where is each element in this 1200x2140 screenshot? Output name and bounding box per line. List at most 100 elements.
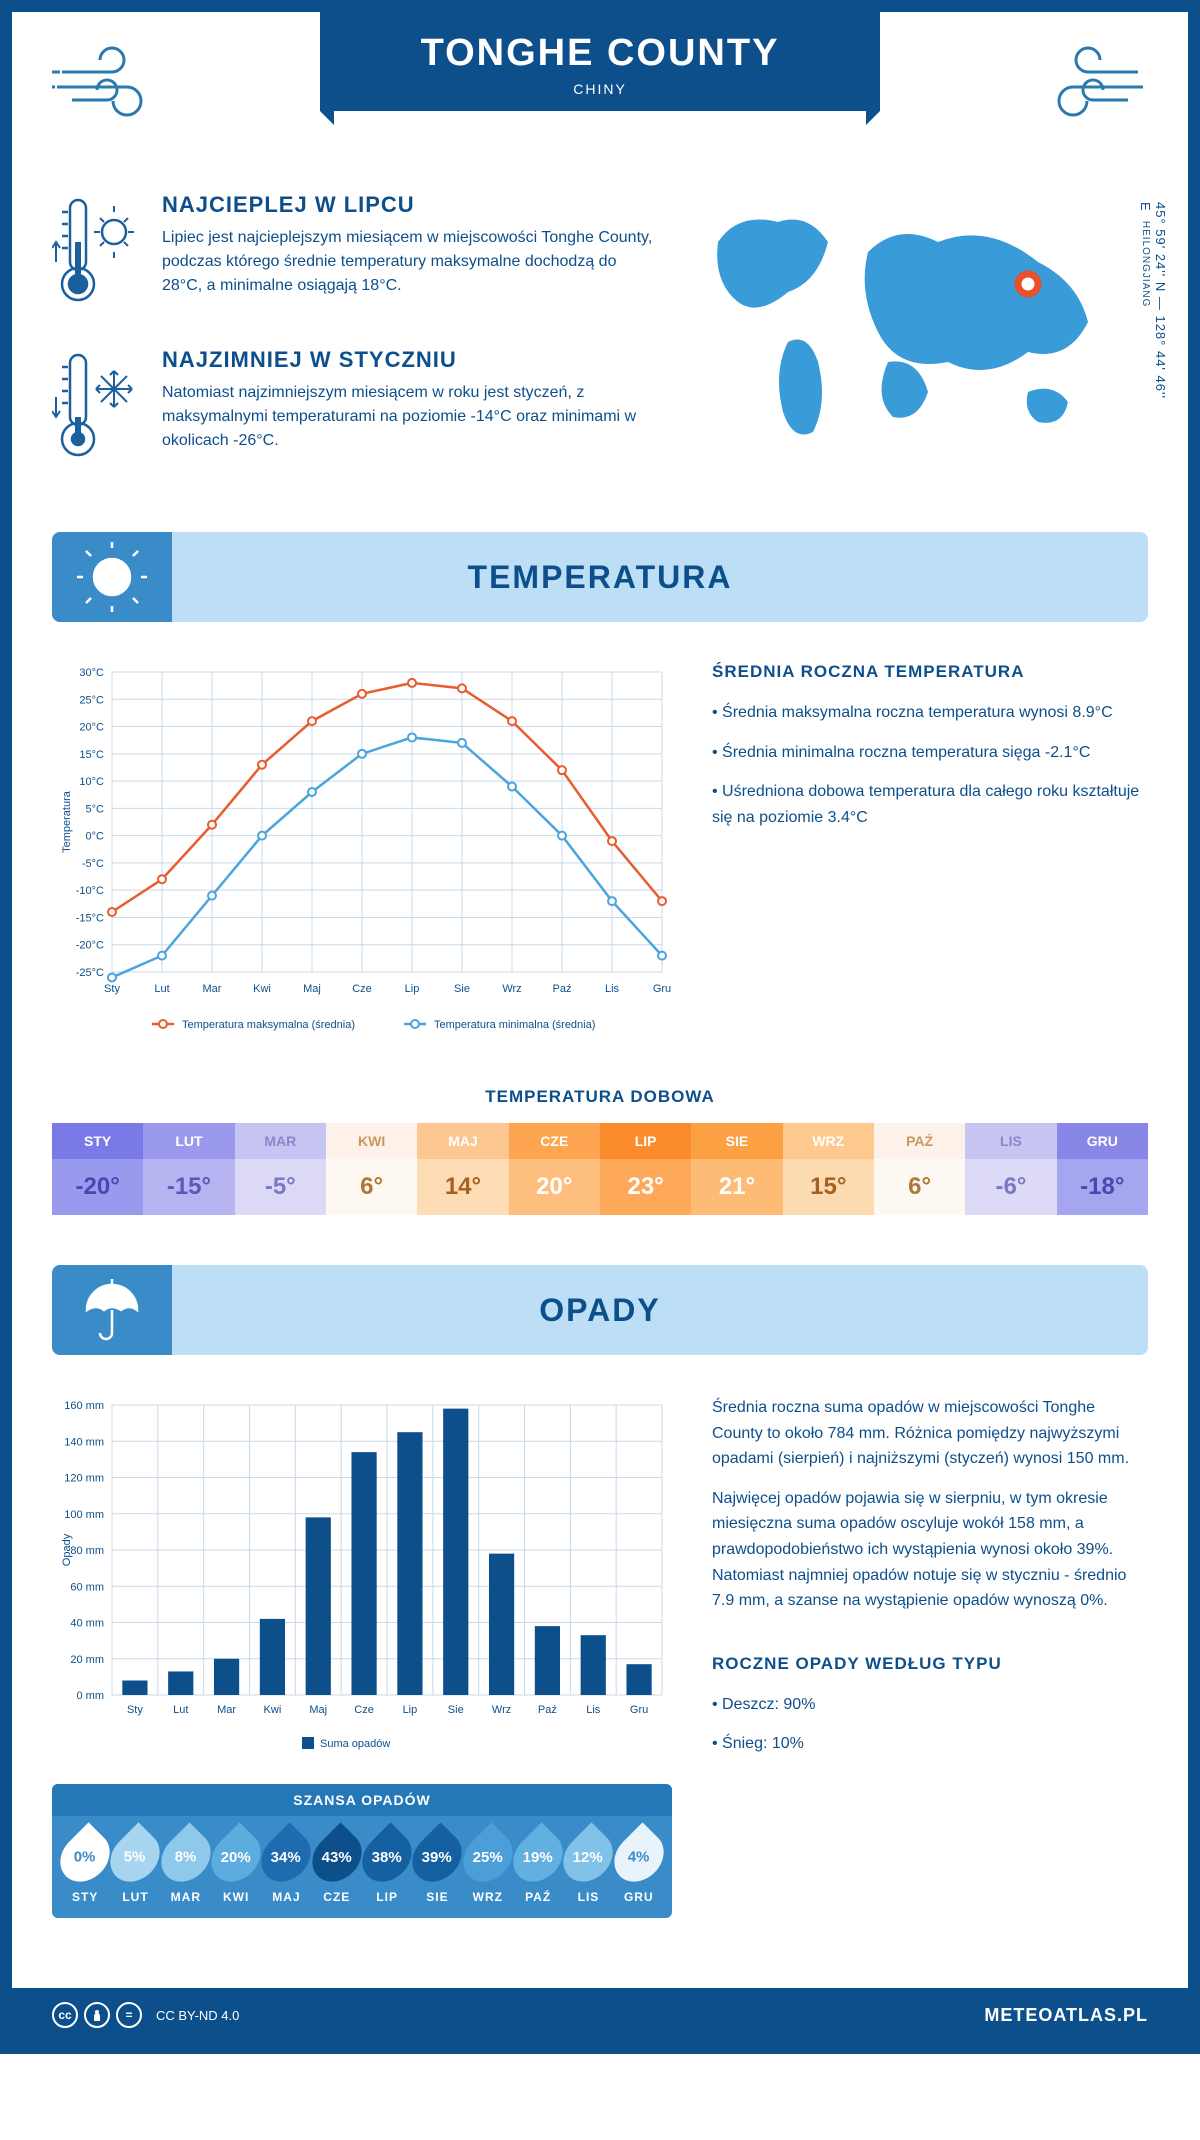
- month-cell: PAŹ 6°: [874, 1123, 965, 1215]
- daily-temp-heading: TEMPERATURA DOBOWA: [52, 1087, 1148, 1107]
- rain-drop: 20%KWI: [211, 1830, 261, 1904]
- svg-text:Gru: Gru: [630, 1704, 648, 1716]
- svg-text:Lip: Lip: [403, 1704, 418, 1716]
- warmest-block: NAJCIEPLEJ W LIPCU Lipiec jest najcieple…: [52, 192, 658, 317]
- svg-text:-5°C: -5°C: [82, 858, 104, 870]
- wind-icon-left: [52, 42, 172, 127]
- svg-text:Cze: Cze: [352, 983, 372, 995]
- svg-text:15°C: 15°C: [79, 749, 104, 761]
- temperature-banner: TEMPERATURA: [52, 532, 1148, 622]
- month-cell: GRU -18°: [1057, 1123, 1148, 1215]
- precipitation-heading: OPADY: [52, 1292, 1148, 1329]
- rain-drop: 0%STY: [60, 1830, 110, 1904]
- warmest-text: Lipiec jest najcieplejszym miesiącem w m…: [162, 226, 658, 298]
- svg-text:80 mm: 80 mm: [70, 1545, 104, 1557]
- svg-text:120 mm: 120 mm: [64, 1473, 104, 1485]
- thermometer-snow-icon: [52, 347, 142, 472]
- rain-chance-heading: SZANSA OPADÓW: [52, 1784, 672, 1816]
- svg-text:Temperatura maksymalna (średni: Temperatura maksymalna (średnia): [182, 1019, 355, 1031]
- svg-text:Gru: Gru: [653, 983, 671, 995]
- precip-type-bullet: • Śnieg: 10%: [712, 1731, 1148, 1757]
- intro-section: NAJCIEPLEJ W LIPCU Lipiec jest najcieple…: [52, 192, 1148, 502]
- svg-text:100 mm: 100 mm: [64, 1509, 104, 1521]
- svg-text:-25°C: -25°C: [76, 967, 104, 979]
- svg-text:Lis: Lis: [605, 983, 620, 995]
- cc-icon: cc: [52, 2002, 78, 2028]
- svg-text:Paź: Paź: [553, 983, 572, 995]
- map-block: 45° 59' 24'' N — 128° 44' 46'' E HEILONG…: [688, 192, 1148, 502]
- month-cell: LUT -15°: [143, 1123, 234, 1215]
- svg-text:Sie: Sie: [448, 1704, 464, 1716]
- precip-type-bullet: • Deszcz: 90%: [712, 1692, 1148, 1718]
- month-cell: MAJ 14°: [417, 1123, 508, 1215]
- svg-text:0°C: 0°C: [86, 831, 105, 843]
- svg-text:40 mm: 40 mm: [70, 1618, 104, 1630]
- svg-text:-10°C: -10°C: [76, 885, 104, 897]
- svg-text:Sty: Sty: [127, 1704, 143, 1716]
- rain-drop: 39%SIE: [412, 1830, 462, 1904]
- svg-text:60 mm: 60 mm: [70, 1581, 104, 1593]
- svg-text:-20°C: -20°C: [76, 940, 104, 952]
- wind-icon-right: [1028, 42, 1148, 127]
- rain-drop: 12%LIS: [563, 1830, 613, 1904]
- by-icon: [84, 2002, 110, 2028]
- svg-text:Cze: Cze: [354, 1704, 374, 1716]
- svg-text:Temperatura: Temperatura: [61, 790, 73, 853]
- month-cell: KWI 6°: [326, 1123, 417, 1215]
- footer: cc = CC BY-ND 4.0 METEOATLAS.PL: [12, 1988, 1188, 2042]
- month-cell: LIP 23°: [600, 1123, 691, 1215]
- daily-temp-strip: STY -20°LUT -15°MAR -5°KWI 6°MAJ 14°CZE …: [52, 1123, 1148, 1215]
- month-cell: SIE 21°: [691, 1123, 782, 1215]
- temperature-heading: TEMPERATURA: [52, 559, 1148, 596]
- infographic-page: TONGHE COUNTY CHINY: [0, 0, 1200, 2054]
- svg-text:140 mm: 140 mm: [64, 1436, 104, 1448]
- coldest-block: NAJZIMNIEJ W STYCZNIU Natomiast najzimni…: [52, 347, 658, 472]
- precipitation-chart: 0 mm20 mm40 mm60 mm80 mm100 mm120 mm140 …: [52, 1395, 672, 1918]
- svg-text:Wrz: Wrz: [492, 1704, 511, 1716]
- rain-drop: 25%WRZ: [463, 1830, 513, 1904]
- svg-text:Sie: Sie: [454, 983, 470, 995]
- cc-icons: cc =: [52, 2002, 142, 2028]
- svg-text:Kwi: Kwi: [253, 983, 271, 995]
- svg-text:Temperatura minimalna (średnia: Temperatura minimalna (średnia): [434, 1019, 595, 1031]
- svg-text:25°C: 25°C: [79, 694, 104, 706]
- svg-text:20°C: 20°C: [79, 722, 104, 734]
- coldest-heading: NAJZIMNIEJ W STYCZNIU: [162, 347, 658, 373]
- svg-text:-15°C: -15°C: [76, 912, 104, 924]
- precip-type-heading: ROCZNE OPADY WEDŁUG TYPU: [712, 1654, 1148, 1674]
- page-title: TONGHE COUNTY: [320, 32, 880, 75]
- temp-info-heading: ŚREDNIA ROCZNA TEMPERATURA: [712, 662, 1148, 682]
- month-cell: STY -20°: [52, 1123, 143, 1215]
- precip-text-2: Najwięcej opadów pojawia się w sierpniu,…: [712, 1486, 1148, 1614]
- month-cell: WRZ 15°: [783, 1123, 874, 1215]
- coldest-text: Natomiast najzimniejszym miesiącem w rok…: [162, 381, 658, 453]
- temp-info-bullet: • Uśredniona dobowa temperatura dla całe…: [712, 779, 1148, 830]
- svg-text:160 mm: 160 mm: [64, 1400, 104, 1412]
- svg-text:10°C: 10°C: [79, 776, 104, 788]
- month-cell: LIS -6°: [965, 1123, 1056, 1215]
- rain-drop: 4%GRU: [614, 1830, 664, 1904]
- temperature-info: ŚREDNIA ROCZNA TEMPERATURA • Średnia mak…: [712, 662, 1148, 1047]
- temp-info-bullet: • Średnia maksymalna roczna temperatura …: [712, 700, 1148, 726]
- rain-drop: 43%CZE: [312, 1830, 362, 1904]
- title-ribbon: TONGHE COUNTY CHINY: [320, 12, 880, 111]
- svg-text:20 mm: 20 mm: [70, 1654, 104, 1666]
- svg-text:Paź: Paź: [538, 1704, 557, 1716]
- svg-text:Sty: Sty: [104, 983, 120, 995]
- svg-text:Lut: Lut: [173, 1704, 188, 1716]
- location-marker-icon: [1018, 274, 1038, 294]
- svg-text:Mar: Mar: [203, 983, 222, 995]
- header: TONGHE COUNTY CHINY: [12, 12, 1188, 152]
- world-map-icon: [688, 192, 1108, 452]
- nd-icon: =: [116, 2002, 142, 2028]
- svg-text:Kwi: Kwi: [264, 1704, 282, 1716]
- temp-info-bullet: • Średnia minimalna roczna temperatura s…: [712, 740, 1148, 766]
- license-text: CC BY-ND 4.0: [156, 2008, 239, 2023]
- svg-text:Wrz: Wrz: [502, 983, 521, 995]
- month-cell: CZE 20°: [509, 1123, 600, 1215]
- svg-text:5°C: 5°C: [86, 803, 105, 815]
- precipitation-banner: OPADY: [52, 1265, 1148, 1355]
- page-subtitle: CHINY: [320, 81, 880, 97]
- svg-text:Lut: Lut: [154, 983, 169, 995]
- warmest-heading: NAJCIEPLEJ W LIPCU: [162, 192, 658, 218]
